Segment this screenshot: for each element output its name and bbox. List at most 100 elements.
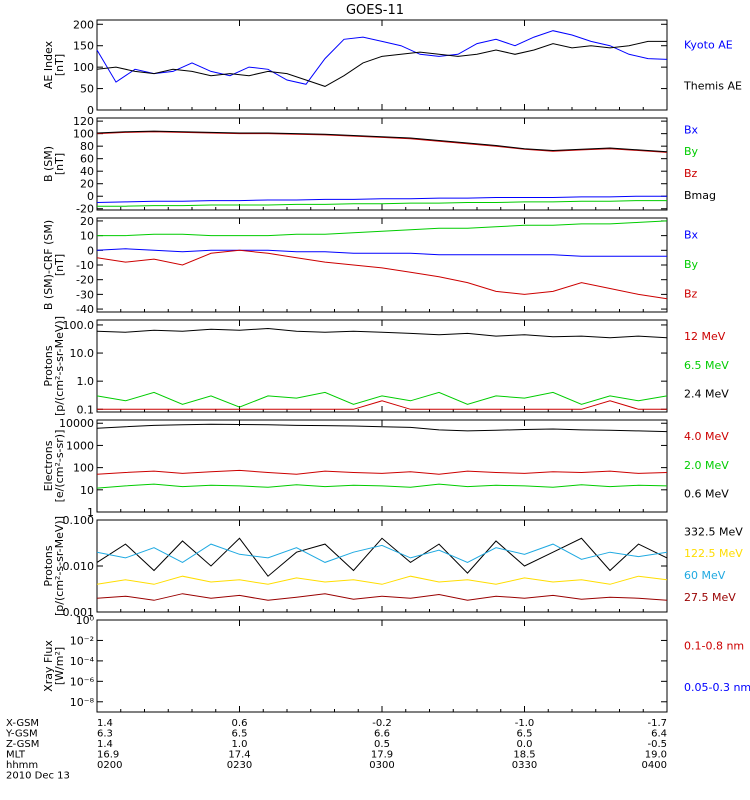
legend-entry: 2.0 MeV bbox=[684, 459, 729, 472]
footer-value: 17.9 bbox=[371, 750, 393, 761]
footer-value: 19.0 bbox=[645, 750, 667, 761]
footer-value: 0400 bbox=[642, 760, 667, 771]
y-axis-label-line: AE Index bbox=[42, 40, 55, 89]
footer-row-label: hhmm bbox=[6, 760, 38, 771]
y-tick-label: 50 bbox=[80, 83, 94, 96]
y-axis-label-line: [p/(cm²-s-sr-MeV)] bbox=[53, 316, 66, 416]
series-line-12-mev bbox=[97, 400, 667, 410]
footer-value: 17.4 bbox=[228, 750, 250, 761]
y-tick-label: 60 bbox=[80, 153, 94, 166]
y-tick-label: 100.0 bbox=[63, 319, 95, 332]
legend-entry: 4.0 MeV bbox=[684, 430, 729, 443]
series-line-2-4-mev bbox=[96, 327, 668, 339]
y-tick-label: 100 bbox=[73, 61, 94, 74]
y-axis-label-line: [nT] bbox=[53, 254, 66, 276]
panel-frame bbox=[96, 319, 668, 413]
panel-frame bbox=[96, 419, 668, 513]
footer-value: -1.0 bbox=[515, 718, 535, 729]
y-axis-label-line: Electrons bbox=[42, 440, 55, 491]
footer-value: -0.2 bbox=[372, 718, 392, 729]
y-tick-label: 100 bbox=[73, 128, 94, 141]
series-line-bx bbox=[96, 248, 667, 257]
legend-entry: 6.5 MeV bbox=[684, 359, 729, 372]
footer-value: 1.4 bbox=[97, 739, 113, 750]
series-line-bz bbox=[96, 131, 668, 153]
y-axis-label-line: B (SM) bbox=[42, 146, 55, 182]
legend-entry: 27.5 MeV bbox=[684, 591, 736, 604]
footer-row-label: MLT bbox=[6, 750, 26, 761]
series-line-bmag bbox=[96, 130, 668, 153]
y-tick-label: -10 bbox=[76, 259, 94, 272]
footer-value: 6.5 bbox=[232, 729, 248, 740]
series-line-332-5-mev bbox=[96, 537, 668, 577]
y-axis-label-line: [W/m²] bbox=[53, 647, 66, 685]
legend-entry: Bx bbox=[684, 229, 699, 242]
y-tick-label: 1 bbox=[87, 506, 94, 519]
y-tick-label: 0.010 bbox=[63, 560, 95, 573]
footer-value: 6.3 bbox=[97, 729, 113, 740]
y-axis-label-line: Xray Flux bbox=[42, 640, 55, 692]
footer-value: 0.6 bbox=[232, 718, 248, 729]
footer-value: 0300 bbox=[369, 760, 394, 771]
y-tick-label: 120 bbox=[73, 115, 94, 128]
y-tick-label: 10000 bbox=[59, 417, 94, 430]
y-axis-label-line: [nT] bbox=[53, 54, 66, 76]
legend-entry: Bz bbox=[684, 167, 698, 180]
panel-3: -40 -30-20 -10 010 20 B (SM)-CRF (SM)[nT] Bx By… bbox=[42, 215, 699, 316]
footer-date: 2010 Dec 13 bbox=[6, 771, 70, 782]
legend-entry: Kyoto AE bbox=[684, 39, 733, 52]
footer-value: 0.0 bbox=[517, 739, 533, 750]
series-line-bx bbox=[96, 195, 667, 203]
series-line-2-0-mev bbox=[96, 483, 668, 489]
footer-value: 16.9 bbox=[97, 750, 119, 761]
panel-6: 0.0010.0100.100Protons[p/(cm²-s-sr-MeV)]… bbox=[42, 514, 743, 619]
y-tick-label: 10⁻⁶ bbox=[70, 675, 95, 688]
series-line-122-5-mev bbox=[96, 575, 668, 585]
footer-row-label: X-GSM bbox=[6, 718, 39, 729]
y-tick-label: 40 bbox=[80, 165, 94, 178]
panel-1: 0 50 100 150 200 AE Index[nT] Kyoto AE Themis A… bbox=[42, 18, 742, 117]
series-line-60-mev bbox=[96, 543, 668, 563]
series-line-bz bbox=[96, 249, 668, 300]
y-tick-label: 100 bbox=[73, 462, 94, 475]
panel-frame bbox=[96, 619, 668, 713]
y-tick-label: -40 bbox=[76, 303, 94, 316]
legend-entry: 0.1-0.8 nm bbox=[684, 639, 744, 652]
y-tick-label: 1.0 bbox=[77, 375, 95, 388]
y-axis-label-line: Protons bbox=[42, 345, 55, 386]
y-tick-label: 0 bbox=[87, 244, 94, 257]
y-tick-label: 20 bbox=[80, 215, 94, 228]
legend-entry: 2.4 MeV bbox=[684, 388, 729, 401]
series-line-by bbox=[97, 220, 668, 237]
series-line-kyoto-ae bbox=[96, 30, 668, 85]
y-tick-label: 0.1 bbox=[77, 403, 95, 416]
panel-frame bbox=[96, 519, 668, 613]
y-tick-label: -20 bbox=[76, 203, 94, 216]
panel-frame bbox=[96, 19, 668, 111]
footer-value: 6.6 bbox=[374, 729, 390, 740]
y-tick-label: 20 bbox=[80, 178, 94, 191]
legend-entry: 0.6 MeV bbox=[684, 488, 729, 501]
y-tick-label: 10⁻⁸ bbox=[70, 696, 95, 709]
footer-value: 1.4 bbox=[97, 718, 113, 729]
y-tick-label: 10⁻² bbox=[70, 634, 94, 647]
series-line-4-0-mev bbox=[96, 469, 668, 475]
legend-entry: 122.5 MeV bbox=[684, 547, 743, 560]
footer-value: 1.0 bbox=[232, 739, 248, 750]
y-tick-label: 10.0 bbox=[70, 347, 95, 360]
y-axis-label-line: B (SM)-CRF (SM) bbox=[42, 220, 55, 310]
y-tick-label: -20 bbox=[76, 274, 94, 287]
y-tick-label: 0 bbox=[87, 190, 94, 203]
footer-value: 18.5 bbox=[513, 750, 535, 761]
legend-entry: Bmag bbox=[684, 189, 716, 202]
series-line-by bbox=[97, 200, 667, 207]
y-axis-label: B (SM)-CRF (SM)[nT] bbox=[42, 220, 66, 310]
series-line-27-5-mev bbox=[96, 593, 668, 601]
y-tick-label: 10⁰ bbox=[76, 614, 95, 627]
legend-entry: 0.05-0.3 nm bbox=[684, 681, 750, 694]
y-tick-label: 80 bbox=[80, 140, 94, 153]
footer-row-label: Z-GSM bbox=[6, 739, 39, 750]
y-tick-label: 200 bbox=[73, 18, 94, 31]
